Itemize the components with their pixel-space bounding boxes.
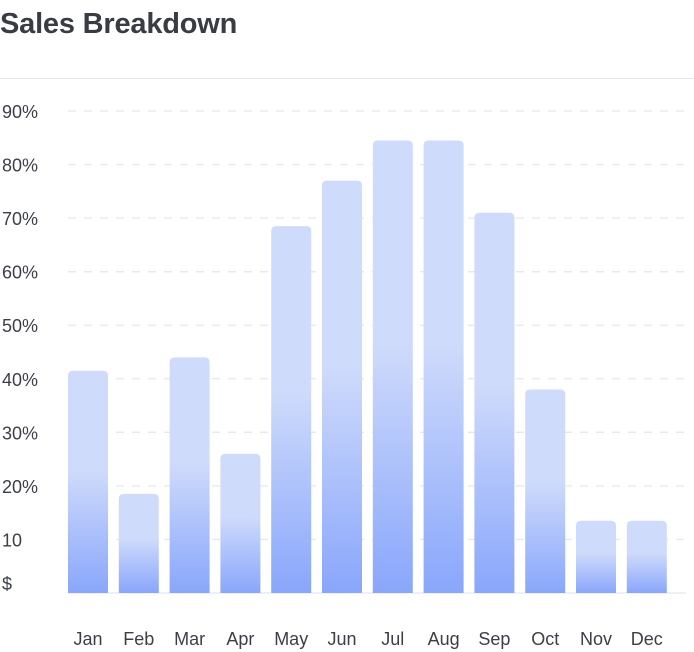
bar-jul	[372, 140, 413, 593]
title-divider	[0, 78, 694, 79]
chart-title: Sales Breakdown	[0, 8, 238, 40]
x-tick-label: Oct	[531, 629, 559, 649]
bar-feb	[118, 493, 159, 593]
y-tick-label: 50%	[2, 316, 38, 336]
bar-mar	[169, 357, 210, 593]
bar-sep	[474, 212, 515, 593]
y-tick-label: 20%	[2, 477, 38, 497]
bar-aug	[423, 140, 464, 593]
x-tick-label: Mar	[174, 629, 205, 649]
bar-oct	[525, 389, 566, 593]
bar-apr	[220, 453, 261, 593]
y-axis-ticks: $10 20% 30% 40% 50% 60% 70% 80% 90%	[2, 102, 38, 594]
y-tick-label: 60%	[2, 263, 38, 283]
y-tick-label: 10	[2, 530, 22, 550]
x-tick-label: Dec	[631, 629, 663, 649]
bar-may	[271, 226, 312, 593]
x-tick-label: Jun	[327, 629, 356, 649]
y-tick-label: 80%	[2, 156, 38, 176]
y-tick-label: $	[2, 574, 12, 594]
y-tick-label: 40%	[2, 370, 38, 390]
bar-jan	[68, 370, 108, 593]
x-tick-label: Feb	[123, 629, 154, 649]
x-tick-label: Aug	[428, 629, 460, 649]
x-axis-ticks: Jan Feb Mar Apr May Jun Jul Aug Sep Oct Nov Dec	[73, 629, 662, 649]
bar-jun	[322, 180, 362, 593]
x-tick-label: Jan	[73, 629, 102, 649]
y-tick-label: 90%	[2, 102, 38, 122]
x-tick-label: Sep	[478, 629, 510, 649]
y-tick-label: 30%	[2, 423, 38, 443]
x-tick-label: May	[274, 629, 308, 649]
x-tick-label: Apr	[226, 629, 254, 649]
x-tick-label: Nov	[580, 629, 612, 649]
bar-nov	[576, 520, 616, 593]
y-tick-label: 70%	[2, 209, 38, 229]
bar-dec	[626, 520, 667, 593]
x-tick-label: Jul	[381, 629, 404, 649]
bars	[68, 140, 667, 593]
